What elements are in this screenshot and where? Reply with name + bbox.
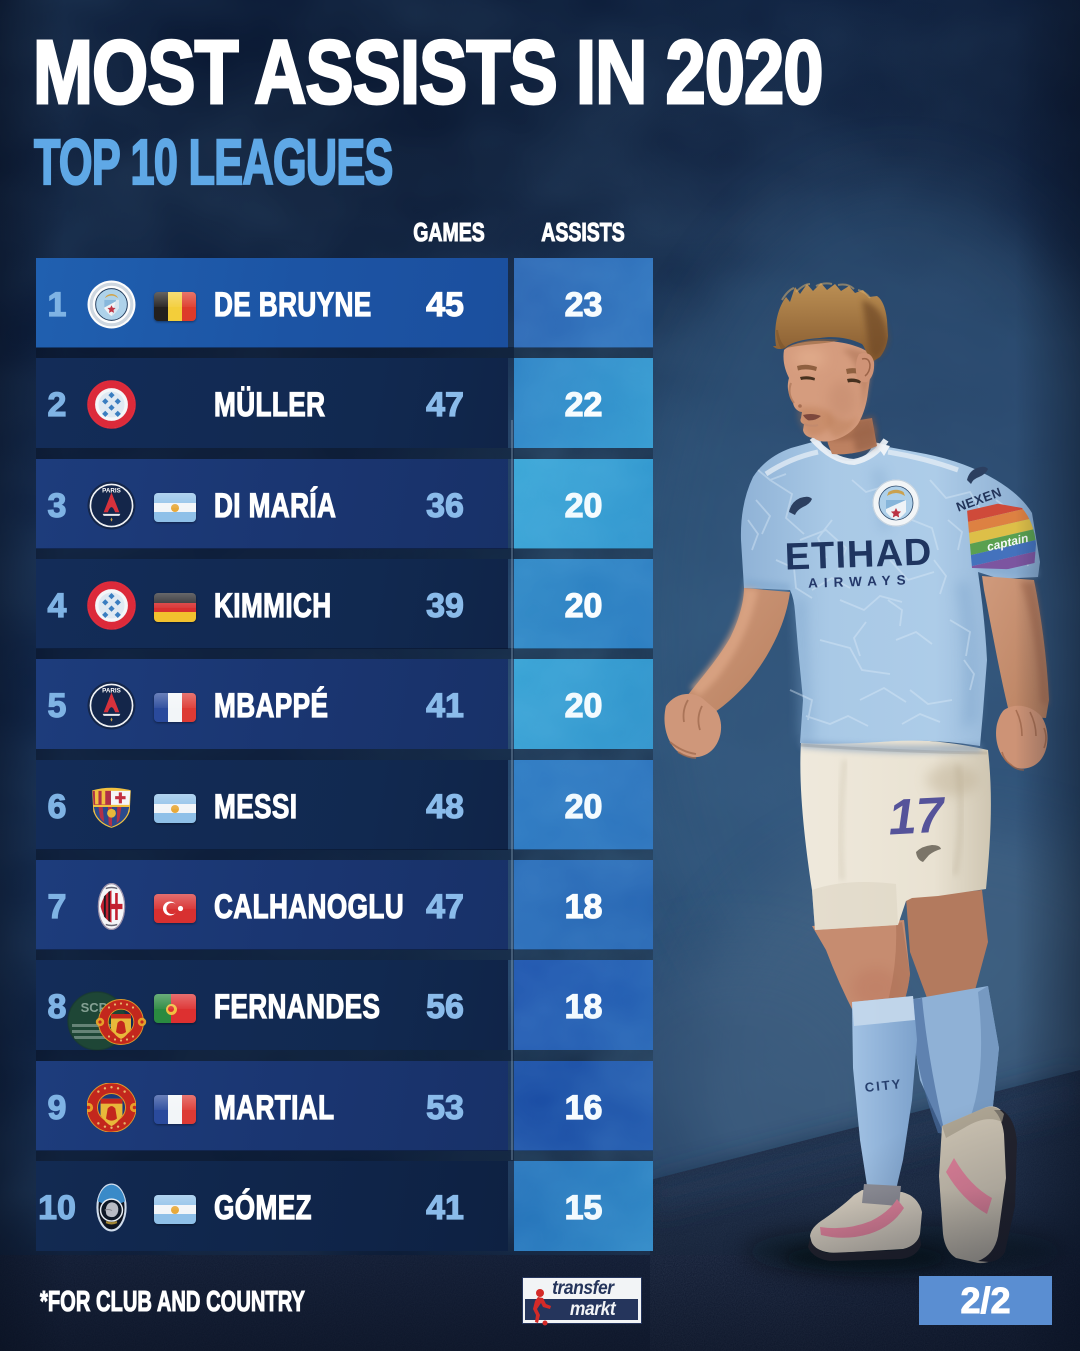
svg-text:PARIS: PARIS [102, 687, 121, 694]
svg-text:PARIS: PARIS [102, 487, 121, 494]
